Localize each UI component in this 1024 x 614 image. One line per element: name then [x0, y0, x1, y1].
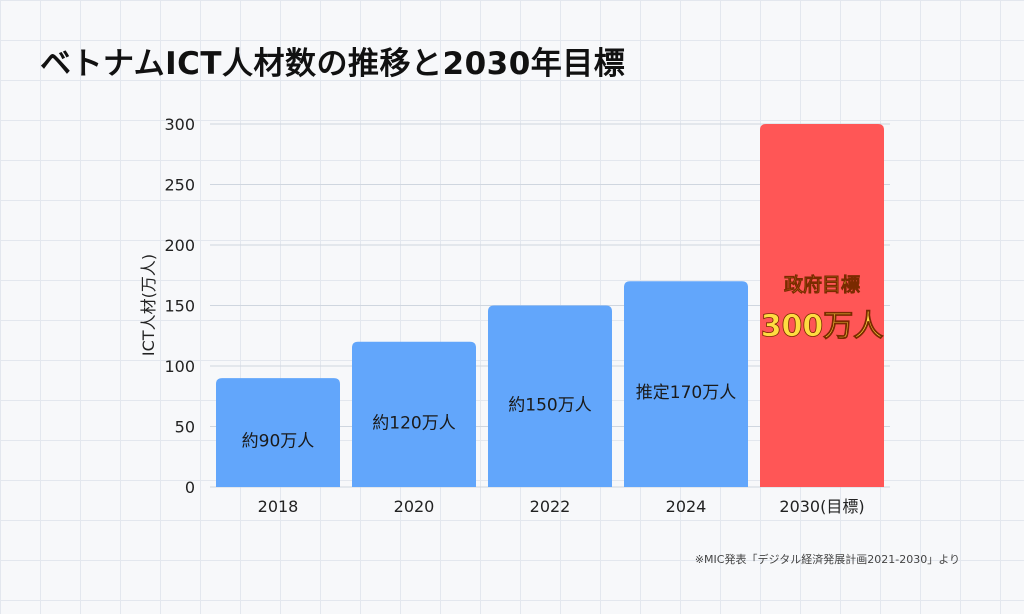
bar-value-label: 300万人 [761, 309, 884, 344]
y-tick-label: 300 [164, 115, 195, 134]
y-axis-label: ICT人材(万人) [139, 254, 158, 356]
source-footnote: ※MIC発表「デジタル経済発展計画2021-2030」より [694, 553, 960, 566]
x-tick-label: 2024 [666, 497, 707, 516]
bars: 約90万人 約120万人 約150万人 推定170万人 政府目標 300万人 [216, 124, 884, 487]
x-tick-label: 2018 [258, 497, 299, 516]
y-tick-label: 0 [185, 478, 195, 497]
bar [488, 305, 612, 487]
bar [624, 281, 748, 487]
bar [216, 378, 340, 487]
x-tick-label: 2020 [394, 497, 435, 516]
bar-value-label: 約90万人 [242, 432, 315, 452]
y-axis-ticks: 0 50 100 150 200 250 300 [164, 115, 195, 497]
target-heading-label: 政府目標 [784, 273, 860, 296]
x-tick-label: 2022 [530, 497, 571, 516]
chart-title: ベトナムICT人材数の推移と2030年目標 [40, 46, 626, 82]
y-tick-label: 250 [164, 176, 195, 195]
y-tick-label: 100 [164, 357, 195, 376]
bar-value-label: 推定170万人 [636, 383, 736, 403]
bar [352, 341, 476, 487]
bar-value-label: 約120万人 [372, 413, 455, 433]
x-tick-label: 2030(目標) [779, 497, 864, 516]
bar-value-label: 約150万人 [508, 395, 591, 415]
y-tick-label: 150 [164, 297, 195, 316]
bar-target [760, 124, 884, 487]
y-tick-label: 200 [164, 236, 195, 255]
y-tick-label: 50 [175, 418, 195, 437]
x-axis-ticks: 2018 2020 2022 2024 2030(目標) [258, 497, 865, 516]
